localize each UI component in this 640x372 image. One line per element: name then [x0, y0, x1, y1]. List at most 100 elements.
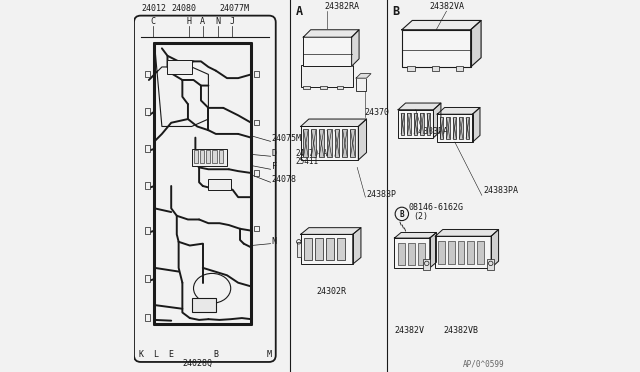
- Polygon shape: [303, 30, 359, 37]
- Bar: [191, 149, 227, 166]
- Bar: [342, 129, 347, 157]
- Bar: [254, 170, 259, 176]
- Bar: [488, 259, 494, 270]
- Text: H: H: [186, 17, 191, 26]
- Text: E: E: [168, 350, 173, 359]
- Bar: [477, 241, 484, 264]
- Bar: [438, 241, 445, 264]
- Text: J: J: [229, 17, 234, 26]
- Text: K: K: [138, 350, 143, 359]
- Text: L: L: [153, 350, 158, 359]
- Polygon shape: [394, 232, 436, 238]
- Polygon shape: [353, 228, 361, 264]
- Bar: [254, 226, 259, 231]
- Text: 24075M: 24075M: [271, 134, 301, 143]
- Text: AP/0^0599: AP/0^0599: [463, 359, 504, 368]
- Bar: [303, 129, 308, 157]
- Bar: [193, 150, 198, 163]
- Text: 24078: 24078: [271, 175, 297, 184]
- Bar: [440, 117, 444, 139]
- Bar: [145, 71, 150, 77]
- Bar: [219, 150, 223, 163]
- Text: 24382VA: 24382VA: [429, 2, 464, 11]
- Bar: [427, 113, 430, 135]
- Text: 24028Q: 24028Q: [182, 359, 212, 368]
- Text: 24370+A: 24370+A: [296, 149, 328, 158]
- Bar: [303, 238, 312, 260]
- Text: A: A: [200, 17, 205, 26]
- Text: N: N: [271, 237, 276, 246]
- Bar: [408, 66, 415, 71]
- Text: 25411: 25411: [296, 157, 319, 166]
- Text: 24012: 24012: [141, 4, 166, 13]
- Bar: [437, 114, 472, 142]
- Polygon shape: [141, 22, 269, 37]
- Bar: [401, 113, 404, 135]
- Polygon shape: [429, 232, 436, 268]
- Bar: [145, 145, 150, 152]
- Bar: [458, 241, 465, 264]
- Text: 24383P: 24383P: [367, 190, 397, 199]
- Text: N: N: [215, 17, 220, 26]
- Bar: [335, 129, 339, 157]
- Bar: [315, 238, 323, 260]
- Text: 08146-6162G: 08146-6162G: [408, 203, 463, 212]
- Bar: [356, 78, 367, 91]
- Bar: [200, 150, 204, 163]
- Bar: [466, 117, 469, 139]
- Bar: [418, 243, 425, 265]
- Bar: [435, 236, 491, 268]
- Bar: [407, 113, 411, 135]
- Bar: [191, 298, 216, 312]
- Bar: [408, 243, 415, 265]
- Polygon shape: [491, 230, 499, 268]
- Bar: [402, 30, 470, 67]
- Polygon shape: [301, 119, 367, 126]
- Bar: [311, 129, 316, 157]
- Polygon shape: [433, 103, 441, 138]
- Bar: [145, 182, 150, 189]
- Bar: [254, 71, 259, 77]
- Bar: [145, 314, 150, 321]
- Bar: [319, 129, 324, 157]
- Bar: [398, 110, 433, 138]
- Text: 24382VB: 24382VB: [444, 326, 479, 335]
- Bar: [398, 243, 405, 265]
- Bar: [326, 238, 334, 260]
- Bar: [145, 227, 150, 234]
- Polygon shape: [472, 108, 480, 142]
- Text: 24302R: 24302R: [316, 287, 346, 296]
- Text: (2): (2): [413, 212, 428, 221]
- Text: D: D: [271, 149, 276, 158]
- Bar: [206, 150, 211, 163]
- Bar: [448, 241, 454, 264]
- Bar: [413, 113, 417, 135]
- Bar: [452, 117, 456, 139]
- Bar: [337, 86, 344, 89]
- Polygon shape: [301, 228, 361, 234]
- Bar: [424, 259, 430, 270]
- Bar: [320, 86, 326, 89]
- Bar: [303, 37, 351, 66]
- Polygon shape: [358, 119, 367, 160]
- Bar: [467, 241, 474, 264]
- Bar: [301, 234, 353, 264]
- Text: C: C: [150, 17, 155, 26]
- Polygon shape: [437, 108, 480, 114]
- Bar: [456, 66, 463, 71]
- Text: 24383PA: 24383PA: [413, 127, 448, 136]
- Text: A: A: [296, 5, 303, 18]
- Bar: [350, 129, 355, 157]
- Text: 24077M: 24077M: [220, 4, 250, 13]
- Polygon shape: [356, 74, 371, 78]
- Text: M: M: [266, 350, 271, 359]
- Polygon shape: [402, 20, 481, 30]
- Bar: [145, 275, 150, 282]
- Text: 24383PA: 24383PA: [484, 186, 518, 195]
- Bar: [297, 242, 301, 257]
- Polygon shape: [398, 103, 441, 110]
- Text: 24080: 24080: [172, 4, 196, 13]
- Bar: [326, 129, 332, 157]
- Polygon shape: [435, 230, 499, 236]
- Text: 24382V: 24382V: [394, 326, 424, 335]
